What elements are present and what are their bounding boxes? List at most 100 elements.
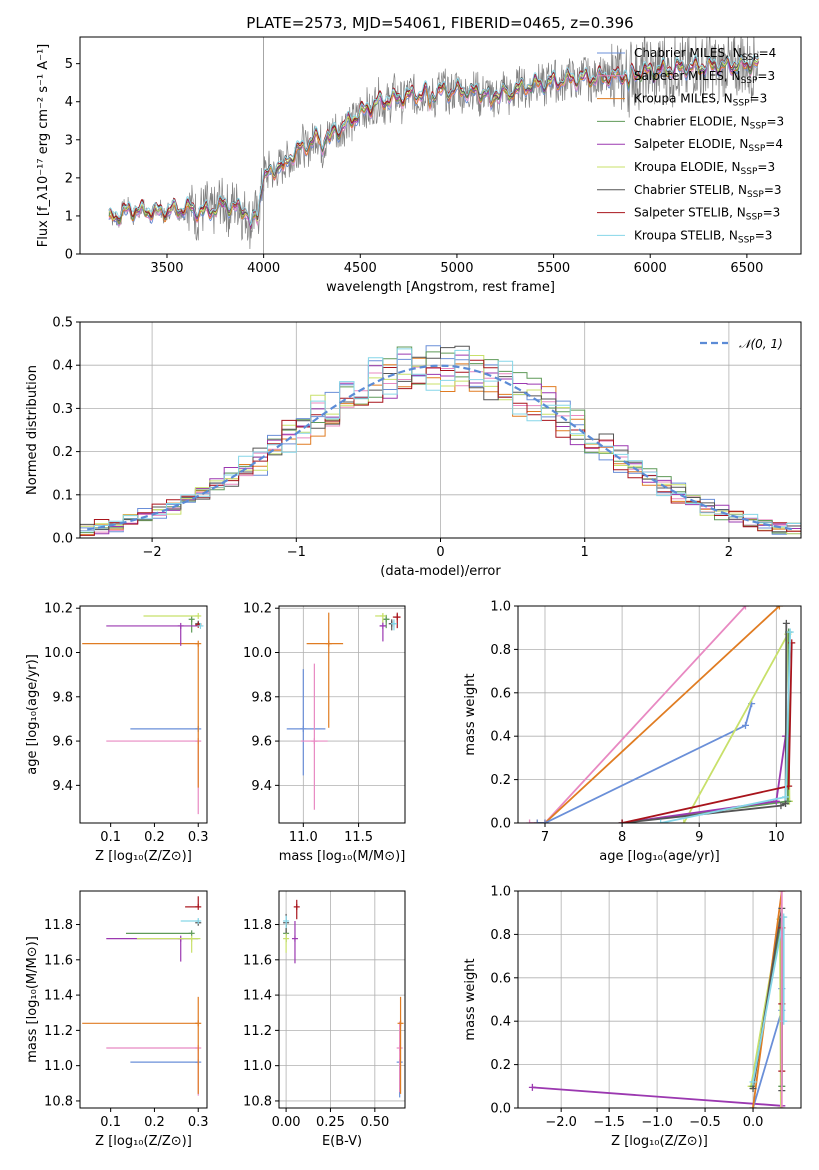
legend-label: Chabrier ELODIE, NSSP=3 [634, 114, 784, 131]
histogram-salpeter-elodie [80, 353, 801, 535]
errorbar-point-salpeter-stelib [392, 612, 401, 629]
ticks: 11.0 11.5 9.4 9.6 9.8 10.0 10.2 [243, 602, 373, 845]
x-tick-label: 0.3 [188, 1115, 209, 1130]
y-tick-label: 9.4 [52, 779, 73, 794]
y-tick-label: 11.2 [243, 1024, 272, 1039]
y-tick-label: 10.2 [243, 602, 272, 617]
weight-marker [749, 1078, 757, 1086]
errorbar-point-kroupa-miles [397, 996, 404, 1094]
y-axis-label: Normed distribution [25, 365, 40, 495]
y-tick-label: 11.8 [44, 918, 73, 933]
legend-label: 𝒩(0, 1) [739, 337, 783, 351]
x-tick-label: 1 [581, 545, 589, 560]
legend-label-suffix: =3 [750, 92, 768, 106]
y-tick-label: 9.4 [251, 779, 272, 794]
weight-line-salpeter-miles [529, 606, 747, 823]
errorbar-point-salpeter-miles [301, 663, 328, 810]
y-tick-label: 0.3 [52, 402, 73, 417]
y-tick-label: 0.4 [490, 1015, 511, 1030]
x-axis-label: Z [log₁₀(Z/Z⊙)] [95, 849, 192, 864]
legend-label: Salpeter ELODIE, NSSP=4 [634, 137, 783, 154]
errorbar-point-kroupa-elodie [375, 612, 387, 623]
errorbar-point-chabrier-miles [286, 669, 326, 776]
x-tick-label: 0.1 [100, 1115, 121, 1130]
errorbar-point-salpeter-miles [106, 738, 202, 815]
ticks: −2 −1 0 1 2 0.0 0.1 0.2 0.3 0.4 0.5 [52, 316, 733, 561]
legend-label-main: Kroupa MILES, N [634, 92, 733, 106]
errorbar-point-chabrier-elodie [188, 616, 195, 633]
x-tick-label: −2 [143, 545, 162, 560]
weight-line-kroupa-stelib [660, 631, 792, 823]
x-axis-label: mass [log₁₀(M/M⊙)] [279, 849, 406, 864]
legend-label: Kroupa MILES, NSSP=3 [634, 92, 767, 109]
x-tick-label: −1 [287, 545, 306, 560]
grid [518, 890, 801, 1109]
axes-frame [517, 890, 802, 1109]
age-vs-metallicity-panel: Z [log₁₀(Z/Z⊙)] age [log₁₀(age/yr)] 0.1 0.2… [25, 602, 209, 864]
y-tick-label: 0.5 [52, 316, 73, 331]
x-tick-label: −2.0 [545, 1115, 577, 1130]
legend-label-suffix: =4 [759, 46, 777, 60]
y-tick-label: 0 [65, 248, 73, 263]
x-tick-label: 10 [768, 830, 785, 845]
plot-area [286, 612, 401, 810]
legend-label: Chabrier STELIB, NSSP=3 [634, 183, 782, 200]
legend-label: Chabrier MILES, NSSP=4 [634, 46, 776, 63]
y-tick-label: 3 [65, 133, 73, 148]
spectrum-panel: wavelength [Angstrom, rest frame] Flux [f… [36, 36, 802, 295]
weight-marker [778, 1104, 786, 1108]
axes-frame [517, 605, 802, 824]
legend-label-main: Chabrier STELIB, N [634, 183, 747, 197]
errorbar-point-salpeter-elodie [106, 935, 199, 962]
y-tick-label: 0.8 [490, 928, 511, 943]
x-tick-label: 8 [618, 830, 626, 845]
y-tick-label: 0.6 [490, 971, 511, 986]
y-tick-label: 0.2 [490, 1058, 511, 1073]
x-tick-label: 11.5 [344, 830, 373, 845]
x-tick-label: −0.5 [689, 1115, 721, 1130]
legend-label-subscript: SSP [738, 235, 755, 245]
weight-marker [741, 606, 749, 610]
ticks: 0.1 0.2 0.3 9.4 9.6 9.8 10.0 10.2 [44, 602, 209, 845]
errorbar-point-salpeter-stelib [293, 899, 300, 920]
x-tick-label: 0.00 [272, 1115, 301, 1130]
x-tick-label: 7 [541, 830, 549, 845]
mass-weight-vs-age-panel: age [log₁₀(age/yr)] mass weight 7 8 9 10 0.0 0.… [463, 600, 802, 864]
errorbar-point-salpeter-elodie [379, 619, 387, 642]
axes-frame [79, 605, 208, 824]
plot-area [528, 891, 788, 1108]
grid [518, 605, 801, 824]
legend-label: Kroupa ELODIE, NSSP=3 [634, 160, 775, 177]
weight-line-chabrier-miles [537, 703, 753, 823]
legend-label-suffix: =3 [766, 114, 784, 128]
legend-label-suffix: =3 [764, 183, 782, 197]
legend-label-main: Chabrier MILES, N [634, 46, 742, 60]
x-tick-label: 0.25 [316, 1115, 345, 1130]
y-tick-label: 2 [65, 171, 73, 186]
x-tick-label: −1.0 [641, 1115, 673, 1130]
weight-marker [782, 793, 790, 801]
x-tick-label: 5500 [537, 261, 570, 276]
y-axis-label: Flux [f_λ10⁻¹⁷ erg cm⁻² s⁻¹ A⁻¹] [36, 44, 51, 248]
legend-label-suffix: =3 [763, 206, 781, 220]
y-tick-label: 4 [65, 95, 73, 110]
x-tick-label: 6500 [730, 261, 763, 276]
y-tick-label: 11.4 [44, 989, 73, 1004]
weight-marker [777, 802, 785, 810]
legend-label-subscript: SSP [747, 190, 764, 200]
weight-marker [533, 819, 541, 823]
x-tick-label: 4500 [344, 261, 377, 276]
y-tick-label: 10.2 [44, 602, 73, 617]
x-tick-label: 0.0 [743, 1115, 764, 1130]
y-tick-label: 0.1 [52, 488, 73, 503]
y-tick-label: 0.2 [52, 445, 73, 460]
mass-vs-metallicity-panel: Z [log₁₀(Z/Z⊙)]mass [log₁₀(M/M⊙)]0.1 0.2 0… [25, 890, 209, 1149]
weight-marker [528, 1083, 536, 1091]
errorbar-point-kroupa-stelib [180, 917, 202, 924]
weight-marker [778, 891, 786, 895]
errorbar-point-salpeter-miles [396, 1021, 403, 1093]
y-tick-label: 11.4 [243, 989, 272, 1004]
weight-marker [775, 606, 783, 610]
model-spectrum-kroupa-stelib [108, 54, 759, 227]
y-tick-label: 9.6 [52, 735, 73, 750]
